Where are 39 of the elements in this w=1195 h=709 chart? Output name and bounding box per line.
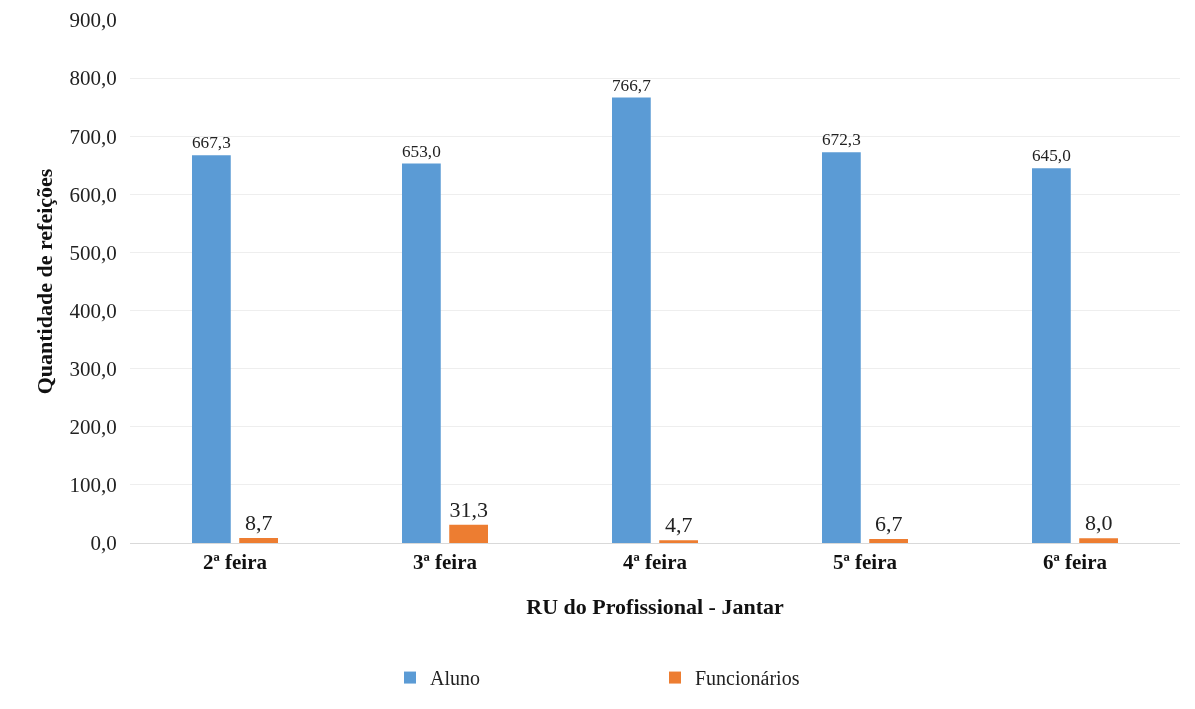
y-tick-label: 300,0 [69,357,117,382]
data-label: 766,7 [612,75,652,95]
data-label: 645,0 [1032,146,1071,166]
bar [1079,538,1118,543]
data-label: 4,7 [664,512,693,538]
bar [1032,168,1071,543]
data-label: 31,3 [449,496,488,522]
data-label: 8,7 [244,509,273,535]
y-axis-title: Quantidade de refeições [32,168,58,395]
y-tick-label: 600,0 [69,182,117,207]
bar [612,97,651,543]
bar [239,537,278,543]
y-tick-label: 200,0 [69,415,117,440]
y-tick-label: 800,0 [69,66,117,91]
y-tick-label: 400,0 [69,298,117,323]
y-tick-label: 500,0 [69,240,117,265]
data-label: 653,0 [402,141,441,161]
bar [659,540,698,543]
x-tick-label: 3ª feira [412,550,478,575]
x-tick-label: 2ª feira [202,550,268,575]
y-tick-label: 700,0 [69,124,117,149]
y-tick-label: 100,0 [69,473,117,498]
bar [402,163,441,543]
x-tick-label: 4ª feira [622,550,688,575]
y-tick-label: 0,0 [90,531,117,556]
bar [822,152,861,543]
bar [449,524,488,543]
bar [869,539,908,543]
data-label: 8,0 [1084,510,1113,536]
x-axis-title: RU do Profissional - Jantar [526,594,784,620]
legend-label: Aluno [430,667,480,690]
data-label: 667,3 [192,133,231,153]
x-tick-label: 5ª feira [832,550,898,575]
data-label: 6,7 [874,511,903,537]
data-label: 672,3 [822,130,861,150]
y-tick-label: 900,0 [69,8,117,33]
x-tick-label: 6ª feira [1042,550,1108,575]
legend-label: Funcionários [695,667,800,690]
bar [192,155,231,543]
